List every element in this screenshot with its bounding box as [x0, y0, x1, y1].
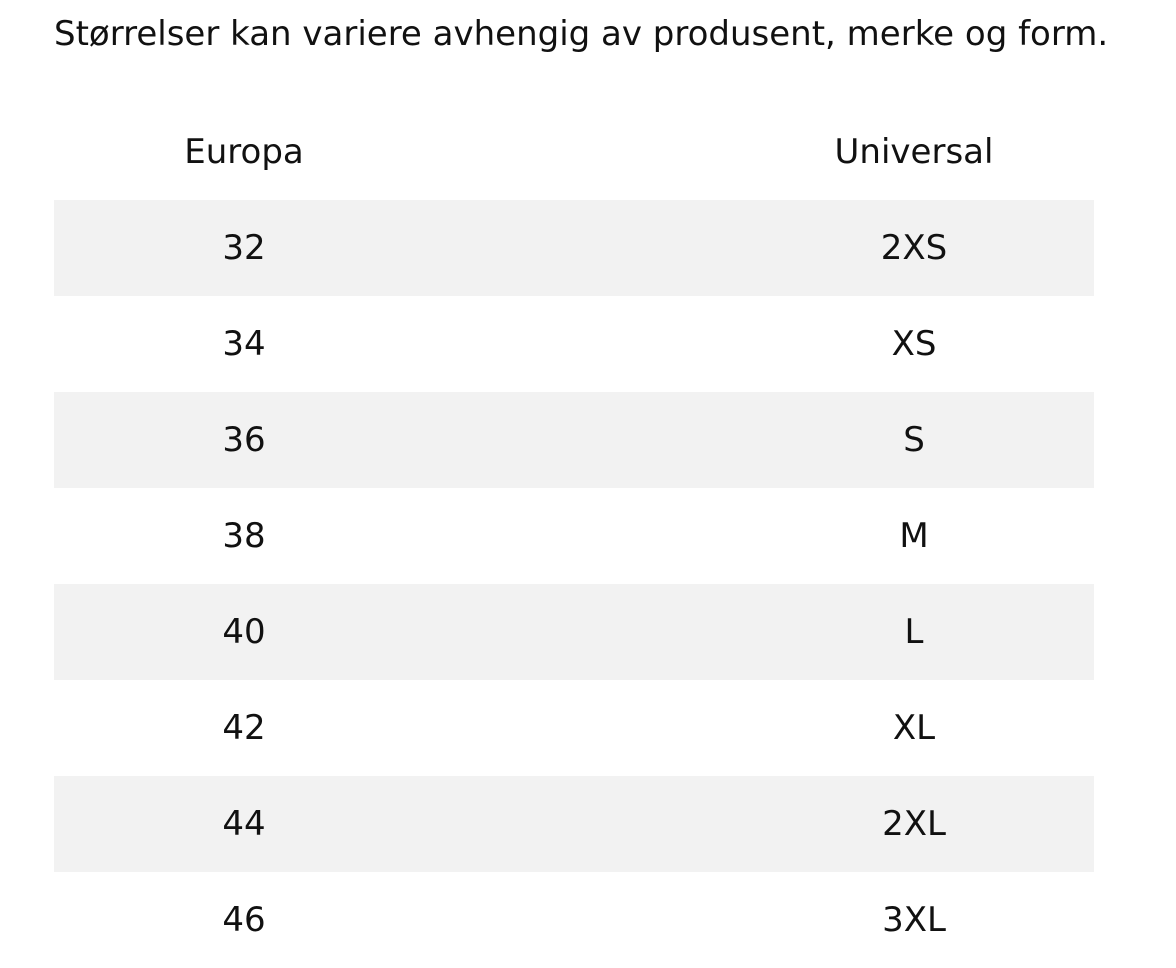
cell-europe: 40: [222, 612, 266, 652]
table-row: 44 2XL: [54, 776, 1094, 872]
cell-europe: 44: [222, 804, 266, 844]
table-row: 40 L: [54, 584, 1094, 680]
table-row: 36 S: [54, 392, 1094, 488]
column-header-europe: Europa: [184, 132, 304, 172]
cell-europe: 46: [222, 900, 266, 940]
cell-universal: M: [899, 516, 929, 556]
size-chart-table: Europa Universal 32 2XS 34 XS 36 S 38 M …: [54, 104, 1094, 968]
cell-europe: 32: [222, 228, 266, 268]
table-row: 38 M: [54, 488, 1094, 584]
cell-universal: 2XS: [880, 228, 948, 268]
cell-universal: 2XL: [882, 804, 946, 844]
table-header: Europa Universal: [54, 104, 1094, 200]
table-row: 34 XS: [54, 296, 1094, 392]
cell-universal: XL: [892, 708, 936, 748]
cell-europe: 42: [222, 708, 266, 748]
table-row: 42 XL: [54, 680, 1094, 776]
cell-europe: 36: [222, 420, 266, 460]
table-row: 46 3XL: [54, 872, 1094, 968]
cell-europe: 38: [222, 516, 266, 556]
column-header-universal: Universal: [834, 132, 994, 172]
cell-europe: 34: [222, 324, 266, 364]
cell-universal: L: [904, 612, 924, 652]
table-row: 32 2XS: [54, 200, 1094, 296]
size-disclaimer: Størrelser kan variere avhengig av produ…: [54, 14, 1109, 54]
cell-universal: XS: [891, 324, 937, 364]
cell-universal: S: [903, 420, 925, 460]
cell-universal: 3XL: [882, 900, 946, 940]
